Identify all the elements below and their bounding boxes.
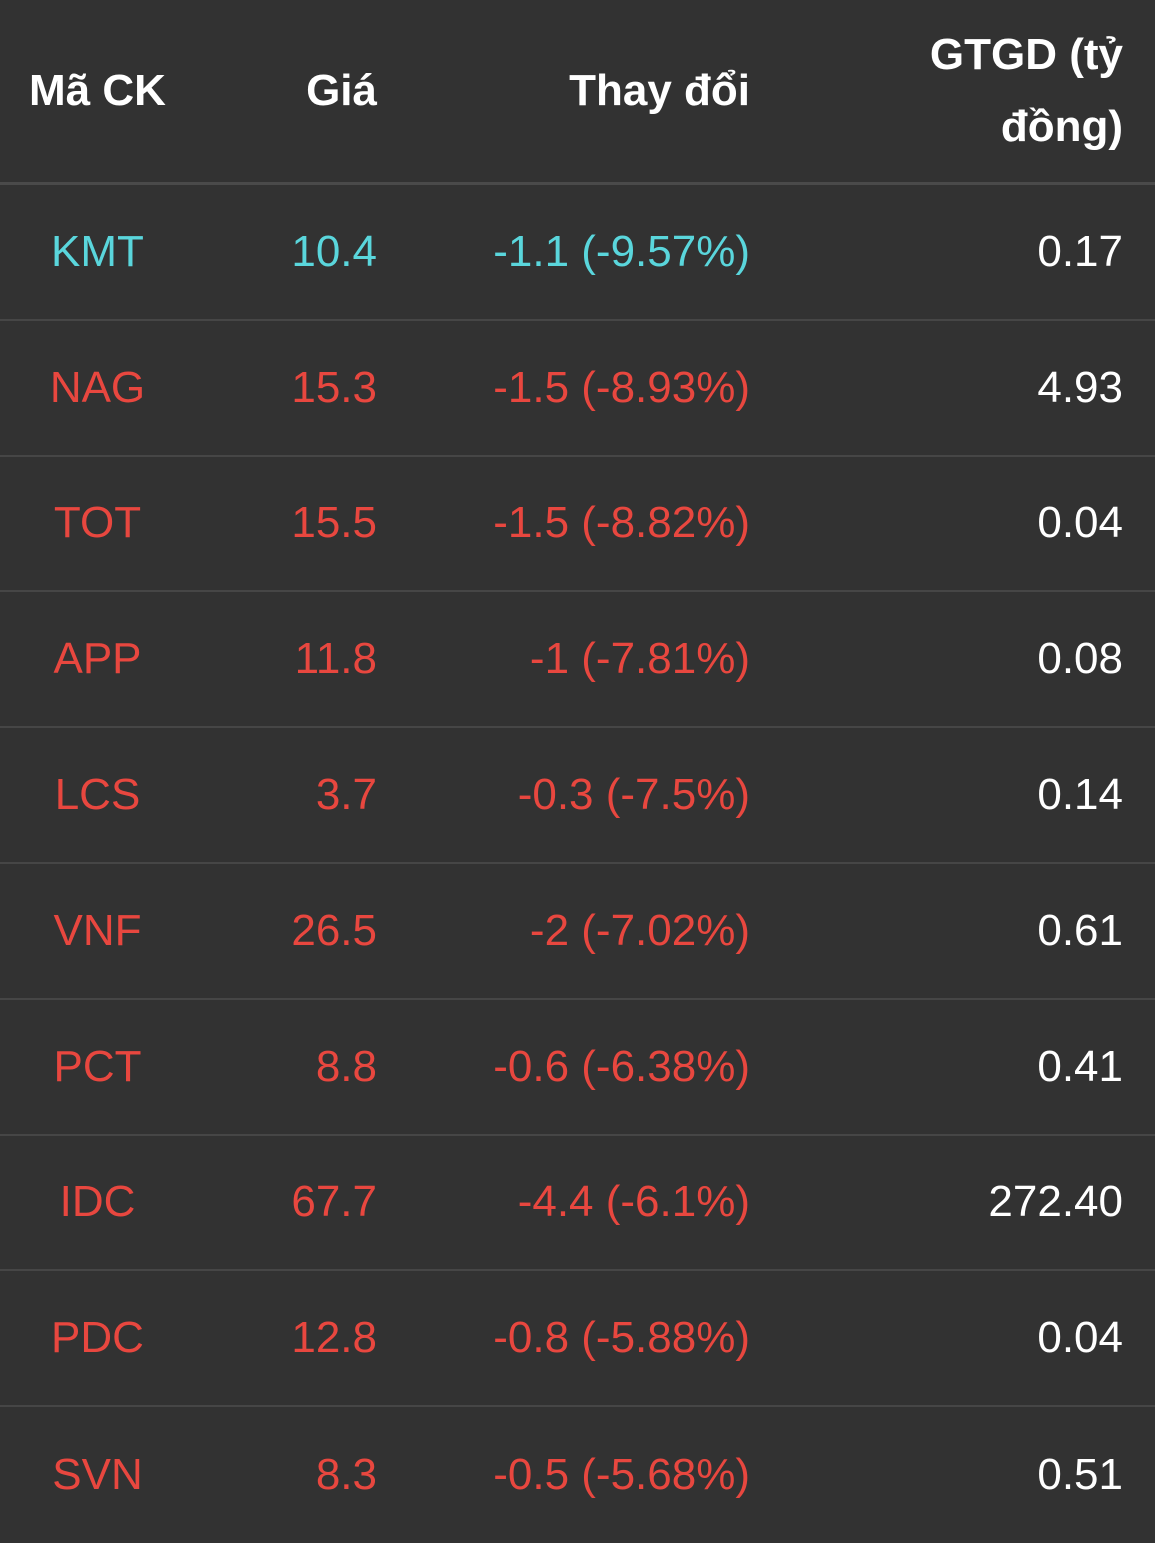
stock-value: 4.93 [1037, 362, 1123, 412]
table-row[interactable]: PCT 8.8 -0.6 (-6.38%) 0.41 [0, 1000, 1155, 1136]
stock-code: LCS [54, 770, 141, 820]
stock-price: 8.3 [315, 1450, 377, 1500]
table-row[interactable]: LCS 3.7 -0.3 (-7.5%) 0.14 [0, 728, 1155, 864]
stock-code: APP [53, 634, 142, 684]
table-body: KMT 10.4 -1.1 (-9.57%) 0.17 NAG 15.3 -1.… [0, 185, 1155, 1543]
stock-code: PDC [51, 1313, 144, 1363]
header-change[interactable]: Thay đổi [569, 66, 750, 115]
stock-code: KMT [51, 226, 144, 276]
stock-code: PCT [53, 1041, 142, 1091]
header-value[interactable]: GTGD (tỷ đồng) [929, 30, 1123, 151]
stock-value: 0.51 [1037, 1450, 1123, 1500]
stock-price: 26.5 [291, 905, 377, 955]
stock-value: 0.04 [1037, 498, 1123, 548]
header-code[interactable]: Mã CK [29, 66, 166, 115]
stock-price: 8.8 [315, 1041, 377, 1091]
stock-value: 272.40 [988, 1177, 1123, 1227]
stock-value: 0.61 [1037, 905, 1123, 955]
stock-change: -0.8 (-5.88%) [493, 1313, 750, 1363]
header-price[interactable]: Giá [306, 66, 377, 115]
stock-code: TOT [53, 498, 142, 548]
table-row[interactable]: NAG 15.3 -1.5 (-8.93%) 4.93 [0, 321, 1155, 457]
stock-change: -2 (-7.02%) [529, 905, 750, 955]
stock-value: 0.17 [1037, 226, 1123, 276]
stock-change: -1.5 (-8.82%) [493, 498, 750, 548]
stock-price: 3.7 [315, 770, 377, 820]
stock-code: NAG [49, 362, 146, 412]
stock-code: VNF [53, 905, 142, 955]
stock-change: -1.1 (-9.57%) [493, 226, 750, 276]
table-row[interactable]: SVN 8.3 -0.5 (-5.68%) 0.51 [0, 1407, 1155, 1543]
stock-price: 11.8 [294, 634, 377, 684]
stock-change: -1.5 (-8.93%) [493, 362, 750, 412]
stock-change: -4.4 (-6.1%) [517, 1177, 750, 1227]
table-row[interactable]: APP 11.8 -1 (-7.81%) 0.08 [0, 592, 1155, 729]
table-row[interactable]: KMT 10.4 -1.1 (-9.57%) 0.17 [0, 185, 1155, 321]
stock-price: 15.5 [291, 498, 377, 548]
stock-code: SVN [52, 1450, 143, 1500]
stock-value: 0.08 [1037, 634, 1123, 684]
stock-price: 12.8 [291, 1313, 377, 1363]
table-row[interactable]: VNF 26.5 -2 (-7.02%) 0.61 [0, 864, 1155, 1000]
stock-price: 10.4 [291, 226, 377, 276]
stock-value: 0.14 [1037, 770, 1123, 820]
stock-value: 0.41 [1037, 1041, 1123, 1091]
stock-price: 15.3 [291, 362, 377, 412]
stock-change: -0.5 (-5.68%) [493, 1450, 750, 1500]
stock-value: 0.04 [1037, 1313, 1123, 1363]
stock-code: IDC [59, 1177, 136, 1227]
stock-change: -0.6 (-6.38%) [493, 1041, 750, 1091]
table-header: Mã CK Giá Thay đổi GTGD (tỷ đồng) [0, 0, 1155, 185]
stock-change: -1 (-7.81%) [529, 634, 750, 684]
stock-change: -0.3 (-7.5%) [517, 770, 750, 820]
stock-price: 67.7 [291, 1177, 377, 1227]
table-row[interactable]: IDC 67.7 -4.4 (-6.1%) 272.40 [0, 1136, 1155, 1272]
table-row[interactable]: TOT 15.5 -1.5 (-8.82%) 0.04 [0, 457, 1155, 593]
table-row[interactable]: PDC 12.8 -0.8 (-5.88%) 0.04 [0, 1271, 1155, 1408]
